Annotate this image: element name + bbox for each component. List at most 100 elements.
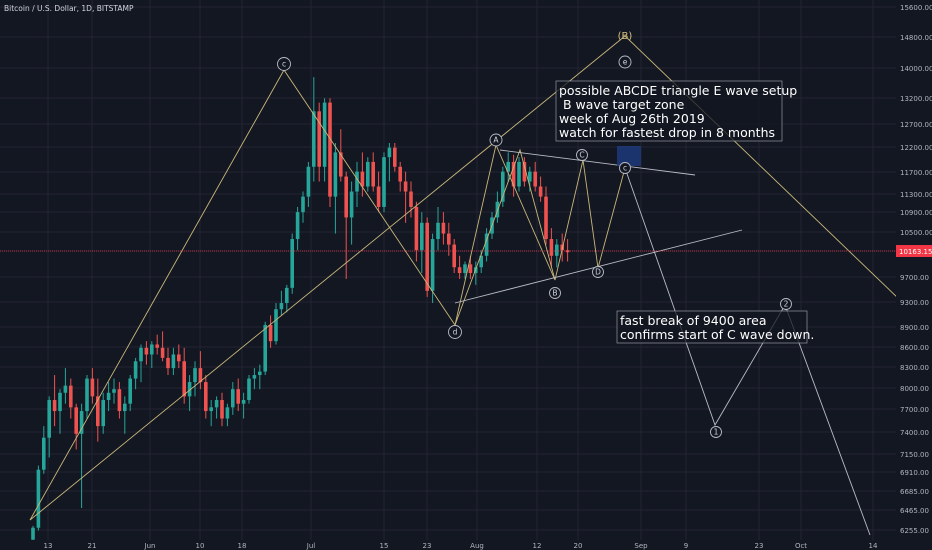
candle-body [306, 166, 311, 197]
candle-body [538, 186, 543, 197]
candle-body [193, 368, 197, 383]
candle-body [382, 157, 386, 207]
candle-body [85, 378, 89, 412]
annotation-box-triangle-line-3: watch for fastest drop in 8 months [559, 125, 775, 140]
candle-body [166, 357, 170, 369]
candle-body [371, 161, 375, 187]
y-tick-label-18: 7400.00 [900, 429, 929, 437]
candle-body [457, 267, 462, 274]
candle-body [403, 181, 408, 192]
candle-body [214, 400, 219, 408]
time-axis[interactable]: 13 21 Jun 10 18 Jul 15 23 Aug 12 20 Sep 9 23 Oct 14 [0, 540, 896, 550]
y-tick-label-7: 11300.00 [900, 191, 932, 199]
wave-label-9: 2 [784, 300, 789, 309]
candle-body [430, 239, 435, 291]
x-tick-label-4: 18 [238, 542, 247, 550]
annotation-box-triangle-line-0: possible ABCDE triangle E wave setup [559, 83, 797, 98]
candle-body [225, 407, 230, 419]
candle-body [106, 392, 111, 401]
candle-body [506, 161, 510, 172]
candle-body [501, 171, 505, 202]
candle-body [139, 347, 143, 362]
wave-label-circle-3 [618, 55, 632, 69]
x-tick-label-0: 13 [44, 542, 53, 550]
candle-body [301, 196, 305, 213]
chart-title: Bitcoin / U.S. Dollar, 1D, BITSTAMP [4, 4, 134, 13]
y-tick-label-15: 8300.00 [900, 364, 929, 372]
y-tick-label-0: 15600.00 [900, 4, 932, 12]
wave-label-7: D [595, 268, 601, 277]
candle-body [376, 186, 381, 207]
y-tick-label-17: 7700.00 [900, 406, 929, 414]
candle-body [220, 400, 224, 419]
candle-body [544, 196, 548, 240]
candle-body [128, 378, 132, 404]
c-wave-projection [624, 167, 871, 536]
candle-body [441, 222, 446, 234]
candle-body [187, 382, 192, 397]
b-wave-target-zone[interactable] [617, 146, 641, 166]
candle-body [328, 102, 332, 197]
x-tick-label-15: 14 [869, 542, 878, 550]
candle-body [463, 264, 467, 274]
candle-body [355, 171, 359, 192]
candle-body [144, 347, 149, 355]
price-axis-bg [896, 0, 932, 550]
candle-body [112, 389, 116, 393]
candle-body [339, 152, 343, 177]
x-tick-label-13: 23 [755, 542, 764, 550]
wave-label-circle-1 [489, 133, 503, 147]
candle-body [322, 102, 327, 167]
y-tick-label-8: 10900.00 [900, 209, 932, 217]
y-tick-label-11: 9700.00 [900, 274, 929, 282]
triangle-upper-boundary [499, 149, 696, 176]
candle-body [258, 371, 262, 376]
y-tick-label-12: 9300.00 [900, 299, 929, 307]
x-tick-label-6: 15 [380, 542, 389, 550]
candle-body [236, 389, 240, 404]
y-tick-label-9: 10500.00 [900, 229, 932, 237]
candle-body [555, 244, 559, 256]
y-tick-label-13: 8900.00 [900, 324, 929, 332]
y-tick-label-16: 8000.00 [900, 385, 929, 393]
candle-body [549, 239, 554, 256]
b-wave-descending-line [624, 35, 901, 301]
candle-body [31, 527, 35, 540]
candle-body [484, 233, 489, 256]
candle-body [198, 368, 203, 383]
candle-body [42, 437, 46, 470]
x-tick-label-3: 10 [196, 542, 205, 550]
y-tick-label-23: 6255.00 [900, 527, 929, 535]
candle-body [479, 255, 483, 268]
triangle-wave-path [29, 69, 497, 521]
candle-body [349, 191, 354, 218]
y-tick-label-6: 11700.00 [900, 169, 932, 177]
candle-body [317, 111, 321, 167]
candle-body [150, 344, 154, 355]
x-tick-label-9: 12 [533, 542, 542, 550]
x-tick-label-12: 9 [684, 542, 688, 550]
candle-body [268, 324, 273, 342]
candle-body [333, 152, 338, 197]
wave-label-5: d [453, 328, 458, 337]
candle-body [79, 411, 84, 434]
candle-body [468, 264, 473, 274]
candle-body [285, 287, 289, 304]
candle-body [117, 389, 122, 412]
time-axis-bg [0, 540, 896, 550]
candle-body [360, 171, 365, 187]
y-tick-label-19: 7150.00 [900, 451, 929, 459]
candle-body [312, 111, 316, 167]
candle-body [231, 389, 235, 408]
candle-body [241, 400, 246, 404]
y-tick-label-22: 6465.00 [900, 507, 929, 515]
candle-body [182, 361, 186, 397]
candle-body [522, 161, 527, 182]
x-tick-label-1: 21 [88, 542, 97, 550]
wave-label-circle-0 [277, 57, 291, 71]
candle-body [263, 324, 267, 372]
candle-body [160, 347, 165, 358]
candle-body [387, 147, 392, 158]
